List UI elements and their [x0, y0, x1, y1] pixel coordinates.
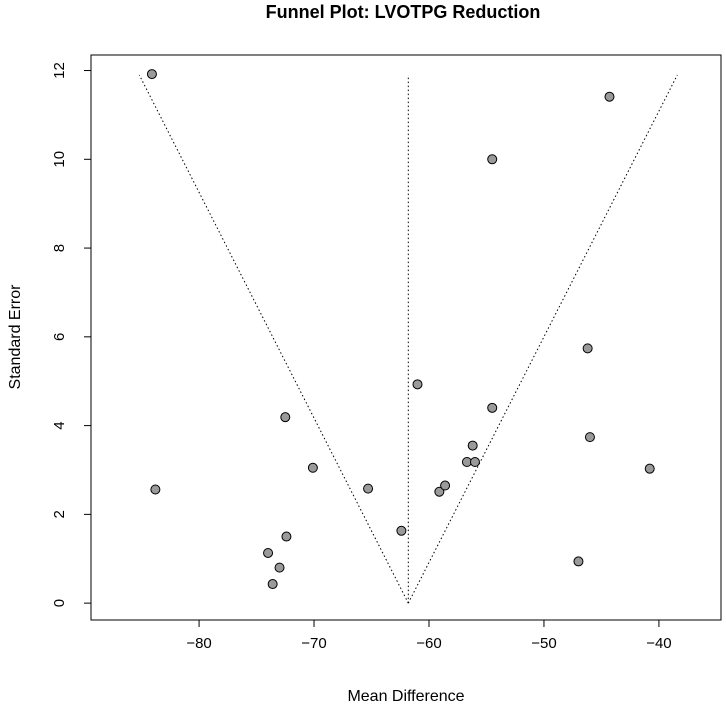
- x-axis-label: Mean Difference: [347, 688, 464, 705]
- data-point: [412, 379, 423, 390]
- data-point: [146, 69, 157, 80]
- data-point: [150, 484, 161, 495]
- y-tick-label: 6: [51, 333, 68, 341]
- data-point: [582, 343, 593, 354]
- data-point: [363, 483, 374, 494]
- y-axis-label: Standard Error: [7, 284, 24, 390]
- x-tick-label: −50: [531, 635, 556, 652]
- data-point: [281, 531, 292, 542]
- x-tick-label: −60: [416, 635, 441, 652]
- y-tick-label: 10: [51, 151, 68, 168]
- x-tick-label: −70: [301, 635, 326, 652]
- funnel-left-line: [138, 74, 409, 604]
- data-point: [434, 486, 445, 497]
- y-tick-label: 0: [51, 599, 68, 607]
- data-point: [440, 480, 451, 491]
- funnel-right-line: [407, 74, 678, 604]
- data-point: [487, 154, 498, 165]
- y-tick-label: 2: [51, 510, 68, 518]
- data-point: [263, 547, 274, 558]
- x-axis: −80 −70 −60 −50 −40: [186, 619, 672, 652]
- data-point: [307, 462, 318, 473]
- data-point: [267, 579, 278, 590]
- x-tick-label: −80: [186, 635, 211, 652]
- data-point: [584, 432, 595, 443]
- data-point: [573, 556, 584, 567]
- data-point: [280, 412, 291, 423]
- data-point: [274, 562, 285, 573]
- data-point: [644, 463, 655, 474]
- funnel-lines: [138, 74, 678, 604]
- data-point: [469, 456, 480, 467]
- data-point: [487, 402, 498, 413]
- data-point: [396, 525, 407, 536]
- data-points: [146, 69, 655, 590]
- data-point: [467, 440, 478, 451]
- y-axis: 0 2 4 6 8 10 12: [51, 62, 92, 607]
- plot-area-frame: [90, 54, 722, 621]
- x-tick-label: −40: [646, 635, 671, 652]
- chart-title: Funnel Plot: LVOTPG Reduction: [266, 2, 541, 22]
- y-tick-label: 8: [51, 244, 68, 252]
- data-point: [604, 91, 615, 102]
- y-tick-label: 4: [51, 421, 68, 429]
- y-tick-label: 12: [51, 62, 68, 79]
